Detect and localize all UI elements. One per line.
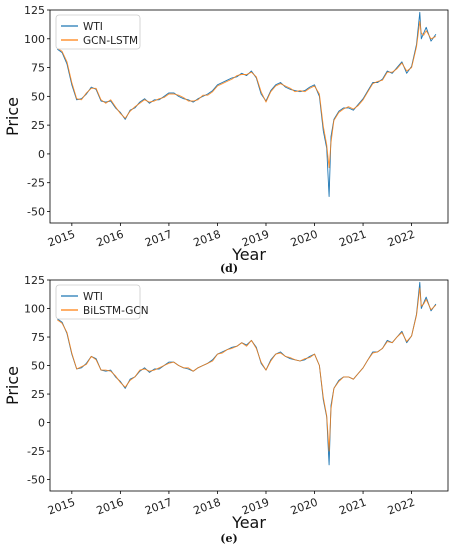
x-tick-label: 2020 [289,496,320,518]
series-line-gcn-lstm [57,21,437,169]
x-tick-label: 2021 [337,496,368,518]
y-tick-label: 100 [24,303,45,316]
x-tick-label: 2017 [143,496,174,518]
y-tick-label: 0 [38,148,45,161]
y-tick-label: -25 [27,177,45,190]
y-tick-label: 50 [31,90,45,103]
legend-entry: WTI [83,21,103,33]
y-axis-label: Price [3,366,22,405]
y-tick-label: 125 [24,4,45,17]
x-tick-label: 2016 [95,496,126,518]
legend-entry: GCN-LSTM [83,35,138,47]
x-tick-label: 2017 [143,228,174,250]
panel-caption: (e) [220,532,237,545]
legend-entry: BiLSTM-GCN [83,305,149,317]
plot-frame [49,9,449,224]
y-tick-label: 75 [31,331,45,344]
y-tick-label: 25 [31,388,45,401]
y-tick-label: 100 [24,33,45,46]
legend-entry: WTI [83,291,103,303]
x-tick-label: 2021 [337,228,368,250]
x-tick-label: 2022 [386,228,417,250]
plot-frame [49,279,449,492]
x-tick-label: 2016 [95,228,126,250]
y-tick-label: 50 [31,360,45,373]
x-axis-label: Year [231,245,266,264]
x-tick-label: 2022 [386,496,417,518]
y-tick-label: -50 [27,205,45,218]
panel-caption: (d) [220,262,238,275]
y-tick-label: 75 [31,62,45,75]
y-tick-label: -50 [27,474,45,487]
legend: WTI BiLSTM-GCN [55,284,149,320]
y-tick-label: 125 [24,274,45,287]
x-tick-label: 2020 [289,228,320,250]
legend: WTI GCN-LSTM [55,14,141,50]
y-axis-label: Price [3,97,22,136]
y-tick-label: -25 [27,445,45,458]
x-tick-label: 2015 [46,496,77,518]
x-tick-label: 2018 [192,496,223,518]
series-line-bilstm-gcn [57,287,437,452]
y-tick-label: 0 [38,417,45,430]
x-axis-label: Year [231,513,266,532]
x-tick-label: 2018 [192,228,223,250]
x-tick-label: 2015 [46,228,77,250]
y-tick-label: 25 [31,119,45,132]
